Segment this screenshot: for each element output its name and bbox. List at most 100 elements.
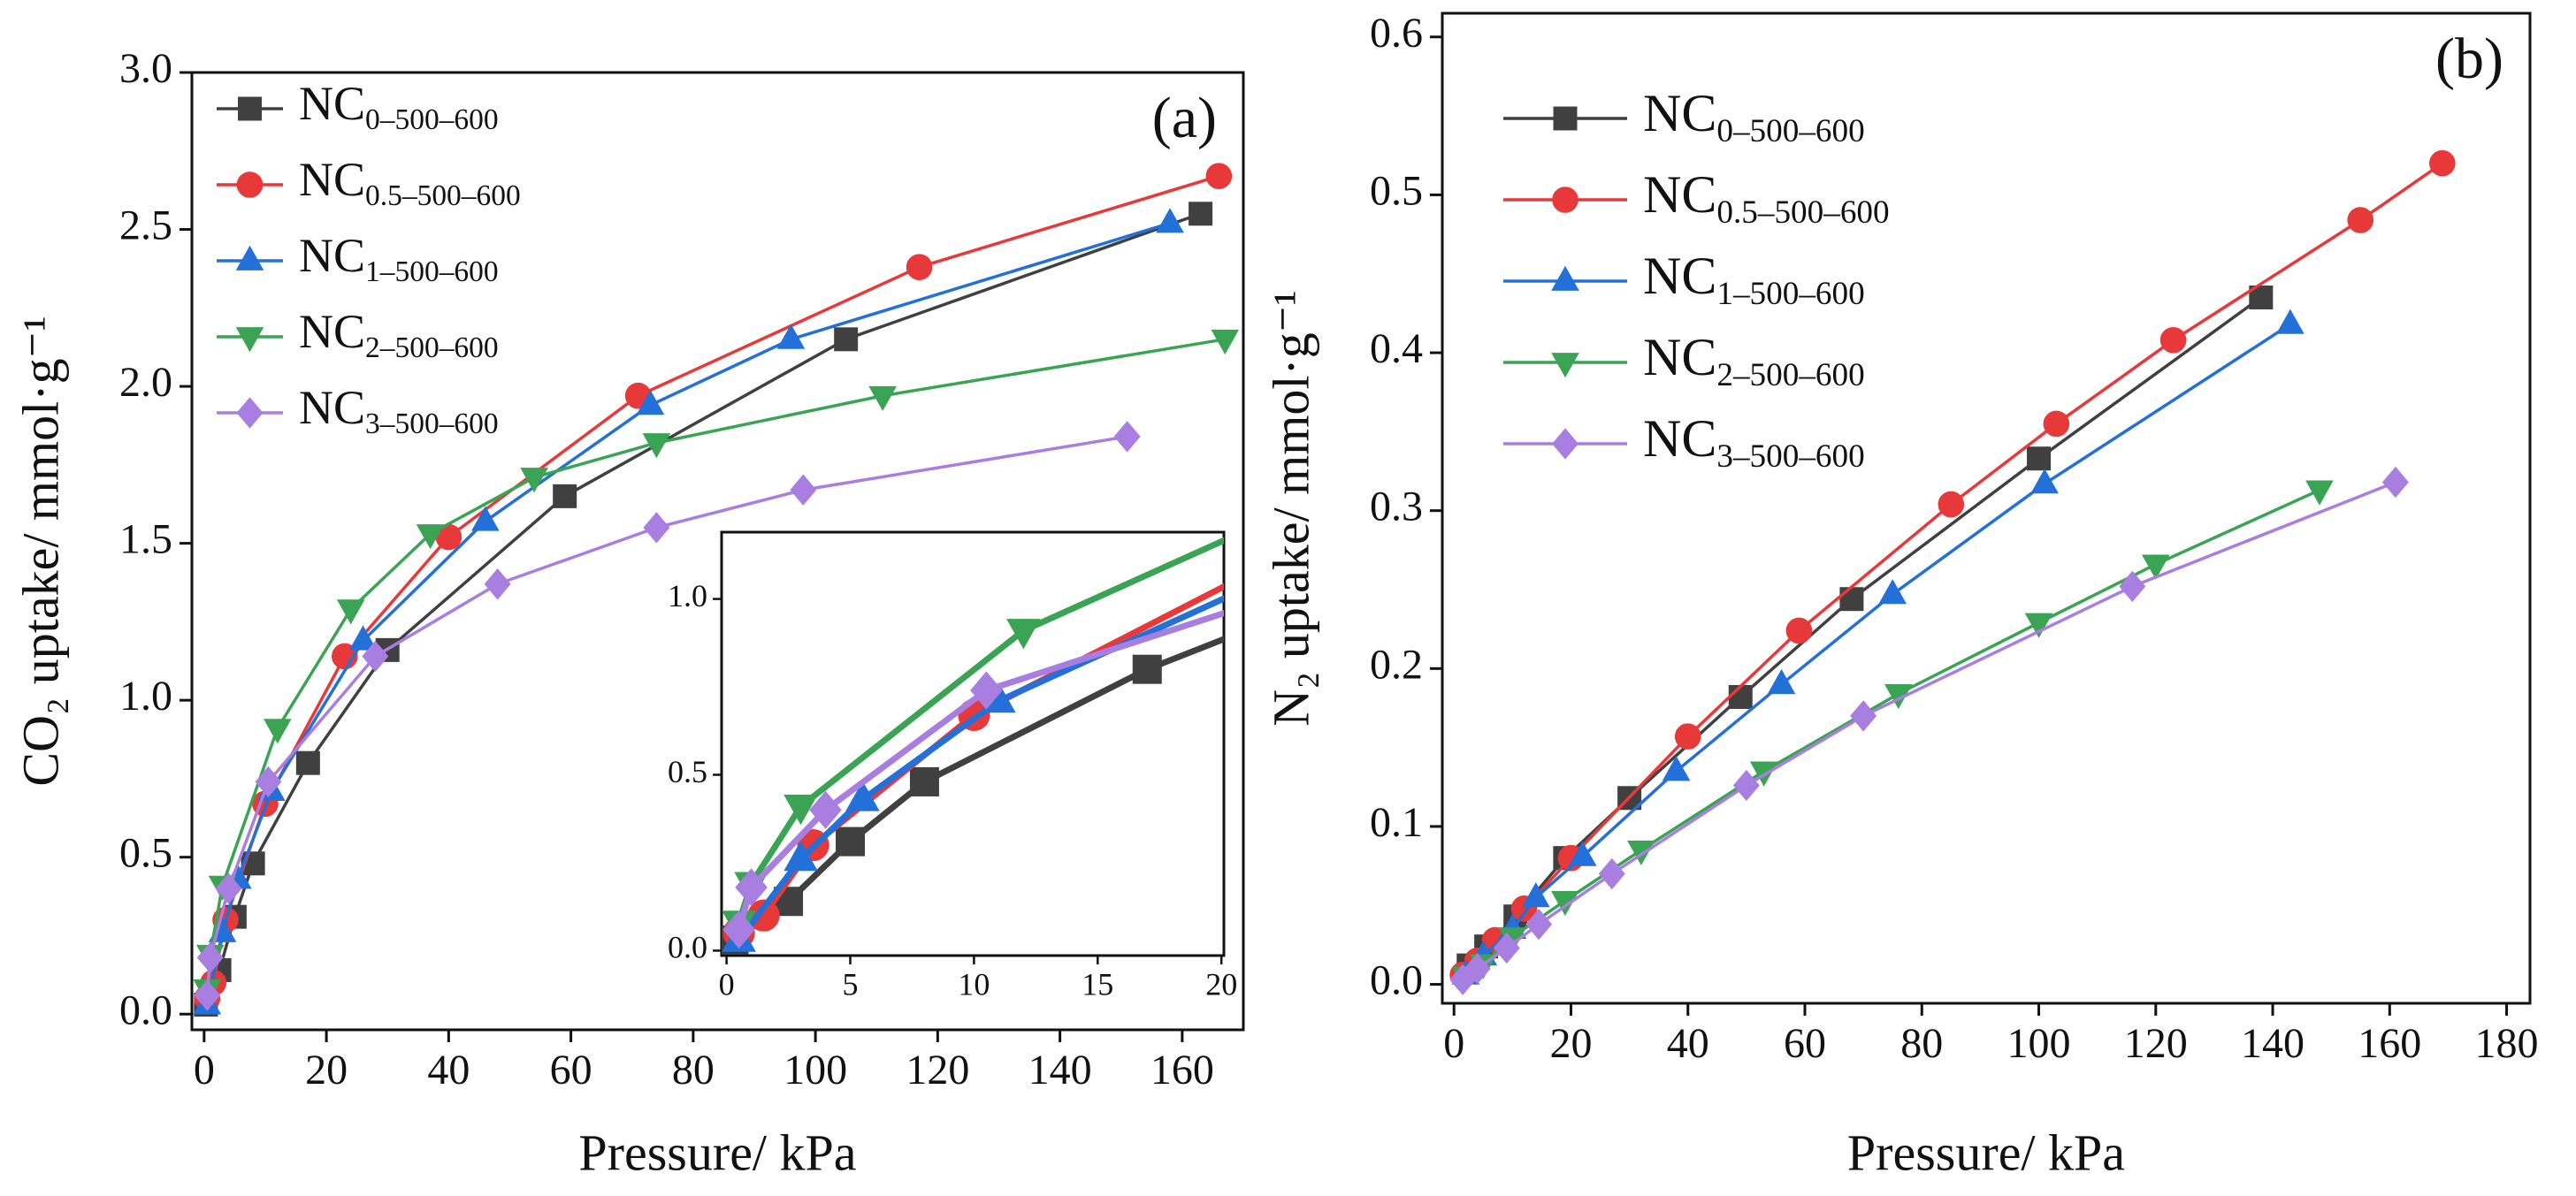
marker bbox=[868, 385, 897, 412]
inset-x-tick-label: 5 bbox=[842, 966, 858, 1002]
marker bbox=[2119, 570, 2146, 603]
legend-label: NC0–500–600 bbox=[299, 77, 499, 135]
marker bbox=[2542, 387, 2573, 424]
legend-label: NC2–500–600 bbox=[299, 305, 499, 363]
marker bbox=[1878, 579, 1907, 605]
marker bbox=[235, 245, 264, 270]
marker bbox=[1553, 106, 1578, 131]
series-line bbox=[1461, 162, 2443, 977]
x-tick-label: 0 bbox=[194, 1047, 215, 1093]
marker bbox=[1156, 208, 1184, 233]
marker bbox=[484, 568, 511, 600]
marker bbox=[1464, 953, 1491, 985]
marker bbox=[1525, 909, 1553, 941]
marker bbox=[2046, 338, 2079, 367]
marker bbox=[1552, 187, 1578, 213]
x-tick-label: 160 bbox=[2358, 1020, 2421, 1067]
marker bbox=[2027, 446, 2052, 471]
x-tick-label: 160 bbox=[1150, 1047, 1214, 1093]
marker bbox=[834, 327, 859, 352]
marker bbox=[2276, 309, 2305, 334]
marker bbox=[906, 254, 933, 280]
marker bbox=[263, 719, 292, 744]
marker bbox=[255, 766, 282, 798]
marker bbox=[1113, 421, 1141, 453]
y-tick-label: 0.4 bbox=[1370, 325, 1423, 372]
x-tick-label: 140 bbox=[1028, 1047, 1092, 1093]
marker bbox=[1568, 841, 1597, 866]
inset-x-tick-label: 20 bbox=[1205, 966, 1237, 1002]
x-tick-label: 100 bbox=[2007, 1020, 2071, 1067]
x-tick-label: 20 bbox=[1549, 1020, 1592, 1067]
marker bbox=[1728, 684, 1753, 709]
x-tick-label: 60 bbox=[1784, 1020, 1826, 1067]
panel-label: (a) bbox=[1152, 86, 1217, 150]
y-tick-label: 0.1 bbox=[1370, 799, 1423, 846]
marker bbox=[790, 474, 817, 506]
marker bbox=[348, 625, 378, 651]
marker bbox=[735, 868, 768, 907]
x-tick-label: 100 bbox=[784, 1047, 847, 1093]
x-axis-label: Pressure/ kPa bbox=[578, 1124, 856, 1181]
marker bbox=[2347, 207, 2374, 233]
marker bbox=[236, 171, 264, 198]
x-tick-label: 20 bbox=[305, 1047, 348, 1093]
legend-label: NC0.5–500–600 bbox=[1643, 165, 1890, 231]
marker bbox=[362, 640, 389, 673]
x-tick-label: 140 bbox=[2241, 1020, 2305, 1067]
inset-y-tick-label: 0.5 bbox=[668, 754, 707, 789]
marker bbox=[1662, 756, 1691, 781]
legend-label: NC0–500–600 bbox=[1643, 84, 1865, 149]
y-tick-label: 2.5 bbox=[119, 202, 172, 249]
marker bbox=[1493, 932, 1520, 964]
x-tick-label: 180 bbox=[2475, 1020, 2539, 1067]
marker bbox=[784, 795, 818, 826]
inset-plot bbox=[722, 338, 2573, 955]
marker bbox=[1674, 723, 1701, 750]
y-tick-label: 0.2 bbox=[1370, 641, 1423, 688]
marker bbox=[2159, 326, 2187, 354]
inset-x-tick-label: 10 bbox=[958, 966, 990, 1002]
marker bbox=[1455, 529, 1483, 557]
inset-x-tick-label: 15 bbox=[1082, 966, 1113, 1002]
marker bbox=[1732, 769, 1760, 802]
y-tick-label: 1.0 bbox=[119, 673, 172, 720]
x-tick-label: 0 bbox=[1443, 1020, 1464, 1067]
legend-label: NC3–500–600 bbox=[1643, 409, 1865, 475]
marker bbox=[1598, 857, 1625, 890]
marker bbox=[196, 941, 224, 974]
y-tick-label: 3.0 bbox=[119, 45, 172, 92]
y-tick-label: 2.0 bbox=[119, 359, 172, 406]
x-tick-label: 40 bbox=[427, 1047, 470, 1093]
marker bbox=[2305, 480, 2334, 506]
marker bbox=[2141, 554, 2170, 580]
marker bbox=[1839, 587, 1864, 612]
series-line bbox=[737, 583, 1224, 936]
marker bbox=[1403, 531, 1434, 568]
series-line bbox=[736, 610, 1224, 931]
legend-label: NC1–500–600 bbox=[299, 229, 499, 287]
marker bbox=[520, 468, 548, 493]
marker bbox=[1899, 451, 1930, 488]
x-axis-label: Pressure/ kPa bbox=[1847, 1124, 2125, 1181]
inset-y-tick-label: 1.0 bbox=[668, 578, 707, 613]
marker bbox=[1189, 202, 1213, 226]
y-tick-label: 0.0 bbox=[1370, 957, 1423, 1004]
marker bbox=[1785, 617, 1813, 644]
marker bbox=[295, 750, 320, 775]
marker bbox=[1552, 428, 1578, 460]
x-tick-label: 120 bbox=[906, 1047, 969, 1093]
y-tick-label: 0.5 bbox=[119, 830, 172, 877]
series-line bbox=[1462, 480, 2396, 981]
marker bbox=[1850, 700, 1877, 732]
y-tick-label: 1.5 bbox=[119, 516, 172, 563]
marker bbox=[835, 827, 865, 857]
marker bbox=[1522, 882, 1550, 908]
x-tick-label: 120 bbox=[2124, 1020, 2188, 1067]
legend-label: NC3–500–600 bbox=[299, 381, 499, 439]
inset-x-tick-label: 0 bbox=[719, 966, 735, 1002]
marker bbox=[2030, 468, 2059, 494]
series-line bbox=[736, 537, 1224, 924]
marker bbox=[1627, 840, 1655, 866]
